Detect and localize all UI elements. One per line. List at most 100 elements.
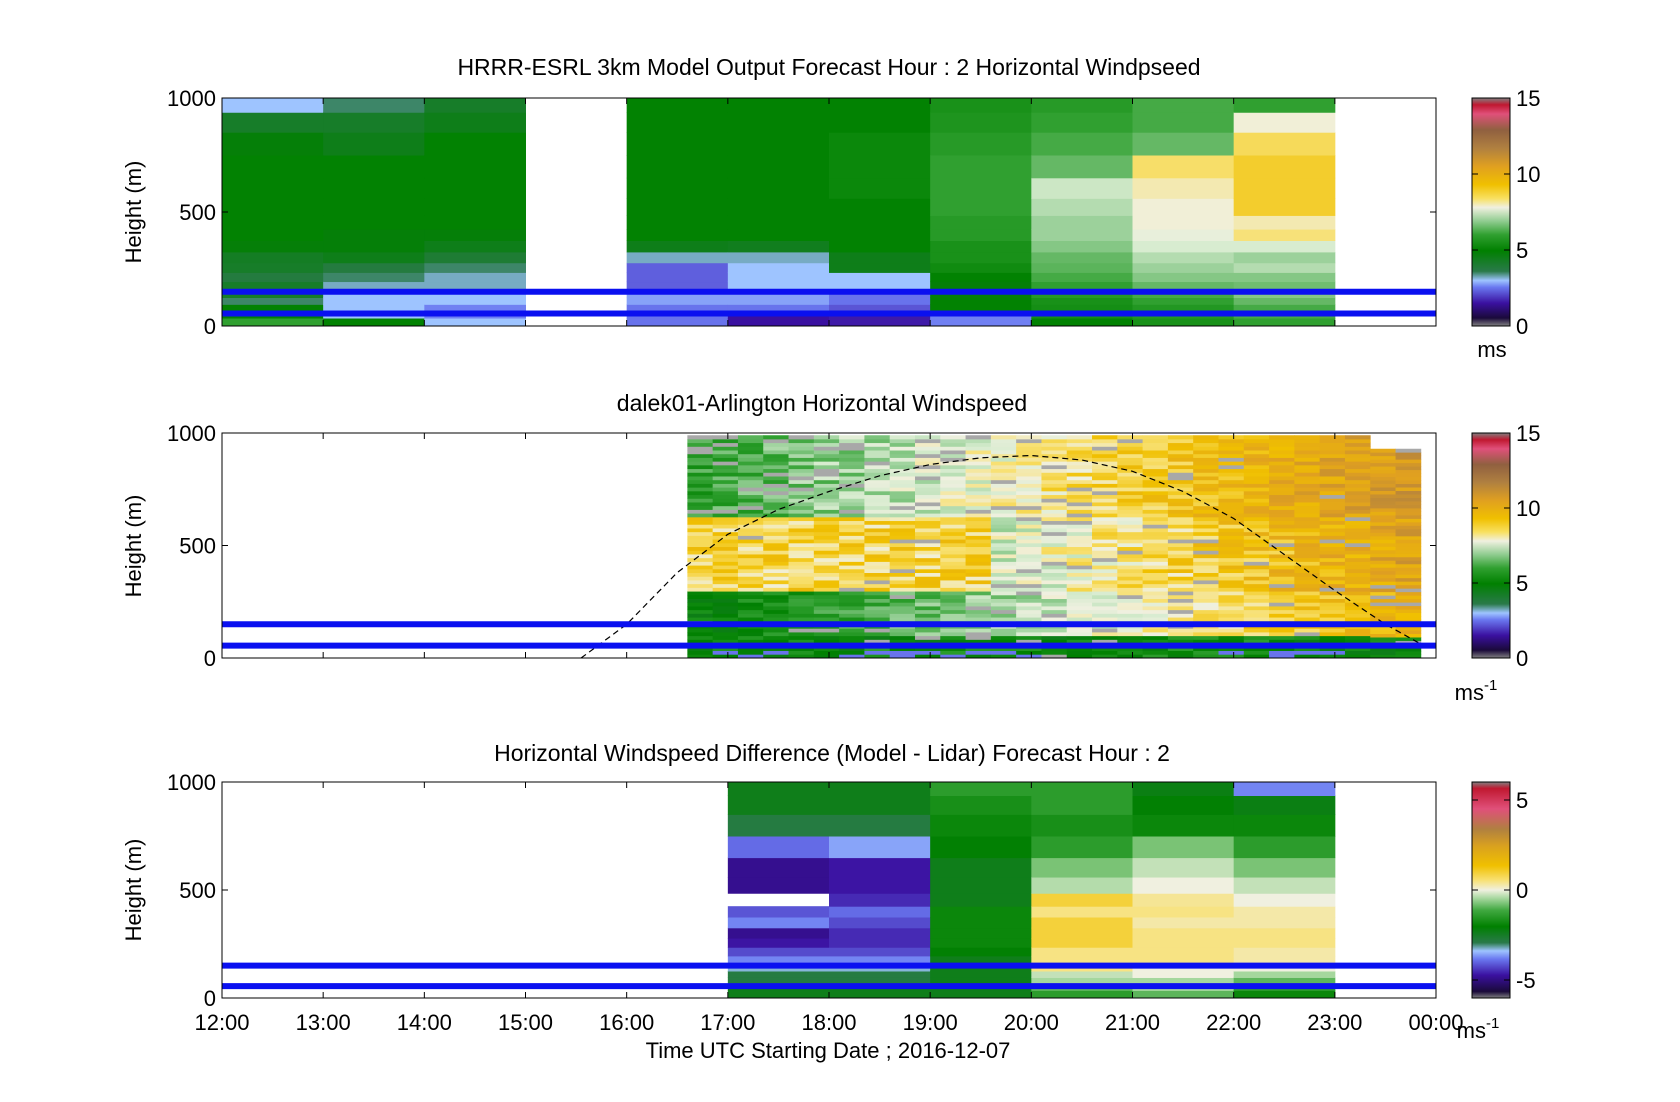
heatmap-cell (1066, 609, 1093, 614)
heatmap-cell (965, 531, 992, 536)
heatmap-cell (1117, 580, 1144, 585)
heatmap-cell (839, 435, 865, 440)
heatmap-cell (727, 947, 830, 957)
heatmap-cell (626, 281, 729, 291)
heatmap-cell (864, 561, 891, 566)
heatmap-cell (889, 438, 916, 444)
heatmap-cell (788, 479, 815, 484)
x-tick-label: 18:00 (801, 1010, 856, 1035)
heatmap-cell (1132, 857, 1235, 878)
heatmap-cell (829, 938, 931, 948)
heatmap-cell (712, 535, 739, 540)
heatmap-cell (990, 435, 1017, 440)
heatmap-cell (965, 576, 992, 581)
heatmap-cell (1142, 535, 1169, 540)
heatmap-cell (914, 650, 941, 655)
heatmap-cell (1167, 461, 1194, 466)
heatmap-cell (1269, 464, 1295, 470)
heatmap-cell (1167, 494, 1194, 499)
heatmap-cell (889, 457, 916, 462)
heatmap-cell (712, 606, 739, 611)
heatmap-cell (829, 971, 931, 978)
heatmap-cell (1117, 528, 1144, 533)
heatmap-cell (626, 98, 729, 113)
heatmap-cell (727, 990, 830, 998)
heatmap-cell (829, 215, 931, 230)
heatmap-cell (940, 632, 966, 637)
heatmap-cell (1167, 587, 1194, 592)
heatmap-cell (424, 272, 526, 283)
heatmap-cell (1193, 498, 1219, 503)
heatmap-cell (788, 594, 815, 599)
heatmap-cell (763, 479, 789, 484)
heatmap-cell (424, 318, 526, 326)
heatmap-cell (1092, 450, 1118, 455)
heatmap-cell (1117, 487, 1144, 492)
heatmap-cell (1294, 598, 1321, 603)
heatmap-cell (1117, 554, 1144, 559)
heatmap-cell (1092, 505, 1118, 510)
heatmap-cell (1066, 442, 1093, 447)
heatmap-cell (1132, 155, 1235, 179)
heatmap-cell (1243, 613, 1270, 618)
heatmap-cell (1294, 546, 1321, 551)
heatmap-cell (914, 598, 941, 603)
heatmap-cell (1344, 650, 1371, 655)
heatmap-cell (1218, 594, 1245, 599)
heatmap-cell (1031, 938, 1133, 948)
heatmap-cell (687, 554, 714, 559)
heatmap-cell (1243, 572, 1270, 577)
heatmap-cell (222, 215, 324, 230)
heatmap-cell (1370, 466, 1396, 471)
heatmap-cell (1041, 561, 1068, 566)
heatmap-cell (1167, 505, 1194, 510)
heatmap-cell (788, 628, 815, 633)
heatmap-cell (940, 583, 966, 588)
heatmap-cell (1370, 487, 1396, 491)
heatmap-cell (788, 557, 815, 562)
heatmap-cell (788, 587, 815, 592)
heatmap-cell (788, 450, 815, 455)
heatmap-cell (839, 650, 865, 655)
heatmap-cell (1031, 155, 1133, 179)
heatmap-cell (1066, 606, 1093, 611)
heatmap-cell (737, 505, 764, 510)
heatmap-cell (788, 609, 815, 614)
heatmap-cell (1092, 583, 1118, 588)
heatmap-cell (1092, 535, 1118, 540)
heatmap-cell (1243, 546, 1270, 551)
heatmap-cell (323, 177, 425, 199)
heatmap-cell (940, 457, 966, 462)
heatmap-cell (1092, 435, 1118, 440)
heatmap-cell (1142, 498, 1169, 503)
heatmap-cell (1016, 516, 1042, 522)
heatmap-cell (1066, 628, 1093, 633)
heatmap-cell (1319, 535, 1346, 540)
heatmap-cell (1370, 542, 1396, 547)
heatmap-cell (1243, 438, 1270, 444)
heatmap-cell (1319, 542, 1346, 548)
heatmap-cell (737, 628, 764, 633)
heatmap-cell (712, 654, 739, 658)
heatmap-cell (1370, 546, 1396, 551)
heatmap-cell (1233, 877, 1336, 894)
heatmap-cell (737, 435, 764, 440)
colorbar-ticks: -505 (1472, 788, 1536, 993)
heatmap-cell (727, 877, 830, 894)
heatmap-cell (940, 568, 966, 574)
heatmap-cell (1370, 521, 1396, 526)
heatmap-cell (1167, 438, 1194, 444)
heatmap-cell (222, 297, 324, 305)
heatmap-cell (839, 609, 865, 614)
heatmap-cell (687, 453, 714, 458)
heatmap-cell (737, 594, 764, 599)
heatmap-cell (1319, 487, 1346, 492)
heatmap-cell (1117, 628, 1144, 633)
heatmap-cell (889, 539, 916, 544)
heatmap-cell (1344, 635, 1371, 640)
heatmap-cell (687, 572, 714, 577)
heatmap-cell (965, 502, 992, 507)
heatmap-cell (813, 602, 840, 607)
heatmap-cell (1344, 594, 1371, 599)
heatmap-cell (1193, 539, 1219, 544)
